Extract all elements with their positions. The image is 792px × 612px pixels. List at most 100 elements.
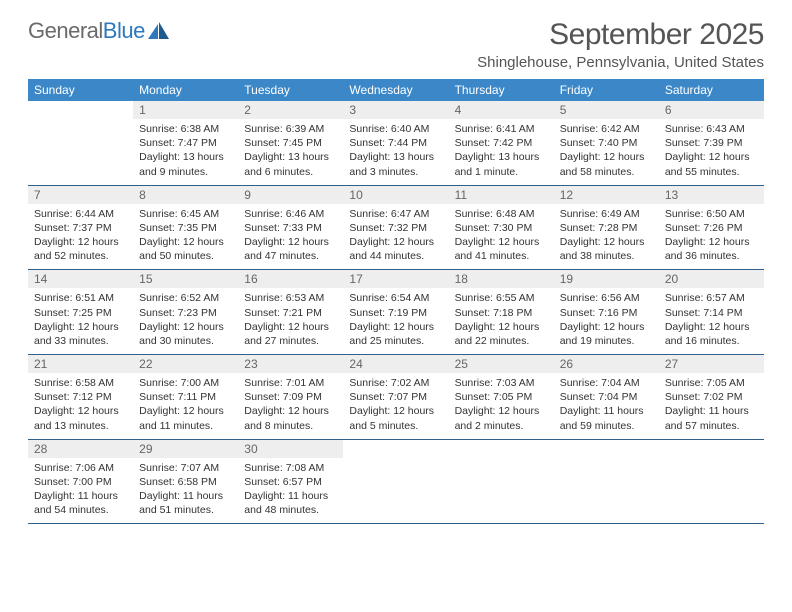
daylight-text: Daylight: 12 hours and 11 minutes. xyxy=(139,404,232,432)
day-number-cell: 7 xyxy=(28,185,133,204)
title-block: September 2025 Shinglehouse, Pennsylvani… xyxy=(477,18,764,71)
day-content-row: Sunrise: 7:06 AMSunset: 7:00 PMDaylight:… xyxy=(28,458,764,524)
day-content-cell: Sunrise: 6:38 AMSunset: 7:47 PMDaylight:… xyxy=(133,119,238,185)
day-content-cell: Sunrise: 7:05 AMSunset: 7:02 PMDaylight:… xyxy=(659,373,764,439)
day-number-cell: 14 xyxy=(28,270,133,289)
day-content-cell: Sunrise: 6:44 AMSunset: 7:37 PMDaylight:… xyxy=(28,204,133,270)
day-content-cell: Sunrise: 7:03 AMSunset: 7:05 PMDaylight:… xyxy=(449,373,554,439)
sunset-text: Sunset: 7:23 PM xyxy=(139,306,232,320)
sunrise-text: Sunrise: 6:57 AM xyxy=(665,291,758,305)
day-content-cell: Sunrise: 6:41 AMSunset: 7:42 PMDaylight:… xyxy=(449,119,554,185)
header: GeneralBlue September 2025 Shinglehouse,… xyxy=(28,18,764,71)
sunrise-text: Sunrise: 6:49 AM xyxy=(560,207,653,221)
day-content-row: Sunrise: 6:58 AMSunset: 7:12 PMDaylight:… xyxy=(28,373,764,439)
daylight-text: Daylight: 12 hours and 55 minutes. xyxy=(665,150,758,178)
sunset-text: Sunset: 7:12 PM xyxy=(34,390,127,404)
daylight-text: Daylight: 11 hours and 57 minutes. xyxy=(665,404,758,432)
day-content-cell: Sunrise: 6:43 AMSunset: 7:39 PMDaylight:… xyxy=(659,119,764,185)
day-content-cell xyxy=(659,458,764,524)
day-number-cell xyxy=(28,101,133,119)
sunset-text: Sunset: 7:47 PM xyxy=(139,136,232,150)
sunset-text: Sunset: 7:39 PM xyxy=(665,136,758,150)
day-number-cell xyxy=(659,439,764,458)
sunrise-text: Sunrise: 7:08 AM xyxy=(244,461,337,475)
day-header: Thursday xyxy=(449,79,554,101)
sunrise-text: Sunrise: 6:52 AM xyxy=(139,291,232,305)
sunset-text: Sunset: 7:26 PM xyxy=(665,221,758,235)
sunrise-text: Sunrise: 6:47 AM xyxy=(349,207,442,221)
day-content-cell: Sunrise: 6:52 AMSunset: 7:23 PMDaylight:… xyxy=(133,288,238,354)
sunset-text: Sunset: 7:25 PM xyxy=(34,306,127,320)
sunrise-text: Sunrise: 6:48 AM xyxy=(455,207,548,221)
day-number-cell: 28 xyxy=(28,439,133,458)
day-content-cell: Sunrise: 6:55 AMSunset: 7:18 PMDaylight:… xyxy=(449,288,554,354)
sunset-text: Sunset: 7:16 PM xyxy=(560,306,653,320)
day-content-row: Sunrise: 6:51 AMSunset: 7:25 PMDaylight:… xyxy=(28,288,764,354)
sunrise-text: Sunrise: 6:53 AM xyxy=(244,291,337,305)
day-content-cell xyxy=(28,119,133,185)
day-number-cell: 18 xyxy=(449,270,554,289)
daylight-text: Daylight: 12 hours and 33 minutes. xyxy=(34,320,127,348)
day-content-cell: Sunrise: 6:58 AMSunset: 7:12 PMDaylight:… xyxy=(28,373,133,439)
sunset-text: Sunset: 6:57 PM xyxy=(244,475,337,489)
day-number-row: 282930 xyxy=(28,439,764,458)
sunrise-text: Sunrise: 7:01 AM xyxy=(244,376,337,390)
sunset-text: Sunset: 6:58 PM xyxy=(139,475,232,489)
day-content-cell: Sunrise: 6:51 AMSunset: 7:25 PMDaylight:… xyxy=(28,288,133,354)
day-number-row: 123456 xyxy=(28,101,764,119)
day-content-cell: Sunrise: 6:53 AMSunset: 7:21 PMDaylight:… xyxy=(238,288,343,354)
daylight-text: Daylight: 13 hours and 1 minute. xyxy=(455,150,548,178)
sunrise-text: Sunrise: 6:45 AM xyxy=(139,207,232,221)
day-header-row: Sunday Monday Tuesday Wednesday Thursday… xyxy=(28,79,764,101)
month-title: September 2025 xyxy=(477,18,764,52)
day-number-cell: 6 xyxy=(659,101,764,119)
day-content-cell xyxy=(554,458,659,524)
daylight-text: Daylight: 12 hours and 47 minutes. xyxy=(244,235,337,263)
logo-text-gray: General xyxy=(28,18,103,44)
sunrise-text: Sunrise: 7:07 AM xyxy=(139,461,232,475)
day-number-cell: 22 xyxy=(133,355,238,374)
daylight-text: Daylight: 12 hours and 2 minutes. xyxy=(455,404,548,432)
sunrise-text: Sunrise: 6:43 AM xyxy=(665,122,758,136)
day-number-cell: 9 xyxy=(238,185,343,204)
daylight-text: Daylight: 12 hours and 5 minutes. xyxy=(349,404,442,432)
day-header: Saturday xyxy=(659,79,764,101)
daylight-text: Daylight: 12 hours and 58 minutes. xyxy=(560,150,653,178)
daylight-text: Daylight: 11 hours and 51 minutes. xyxy=(139,489,232,517)
day-content-cell: Sunrise: 7:04 AMSunset: 7:04 PMDaylight:… xyxy=(554,373,659,439)
sunset-text: Sunset: 7:33 PM xyxy=(244,221,337,235)
daylight-text: Daylight: 13 hours and 6 minutes. xyxy=(244,150,337,178)
sunset-text: Sunset: 7:32 PM xyxy=(349,221,442,235)
day-number-cell: 10 xyxy=(343,185,448,204)
day-content-cell: Sunrise: 7:00 AMSunset: 7:11 PMDaylight:… xyxy=(133,373,238,439)
daylight-text: Daylight: 12 hours and 8 minutes. xyxy=(244,404,337,432)
sunset-text: Sunset: 7:35 PM xyxy=(139,221,232,235)
day-number-cell: 11 xyxy=(449,185,554,204)
day-content-cell: Sunrise: 6:50 AMSunset: 7:26 PMDaylight:… xyxy=(659,204,764,270)
day-number-cell xyxy=(554,439,659,458)
sunrise-text: Sunrise: 6:51 AM xyxy=(34,291,127,305)
day-number-cell: 3 xyxy=(343,101,448,119)
sunrise-text: Sunrise: 6:38 AM xyxy=(139,122,232,136)
daylight-text: Daylight: 12 hours and 44 minutes. xyxy=(349,235,442,263)
day-content-cell xyxy=(449,458,554,524)
sunset-text: Sunset: 7:21 PM xyxy=(244,306,337,320)
day-number-cell: 21 xyxy=(28,355,133,374)
day-content-cell xyxy=(343,458,448,524)
daylight-text: Daylight: 12 hours and 19 minutes. xyxy=(560,320,653,348)
sunset-text: Sunset: 7:14 PM xyxy=(665,306,758,320)
day-number-cell xyxy=(343,439,448,458)
day-number-cell: 4 xyxy=(449,101,554,119)
daylight-text: Daylight: 12 hours and 27 minutes. xyxy=(244,320,337,348)
sunrise-text: Sunrise: 6:44 AM xyxy=(34,207,127,221)
sunrise-text: Sunrise: 7:03 AM xyxy=(455,376,548,390)
daylight-text: Daylight: 11 hours and 59 minutes. xyxy=(560,404,653,432)
sunrise-text: Sunrise: 7:05 AM xyxy=(665,376,758,390)
logo-sail-icon xyxy=(148,22,170,40)
day-content-cell: Sunrise: 6:46 AMSunset: 7:33 PMDaylight:… xyxy=(238,204,343,270)
calendar-table: Sunday Monday Tuesday Wednesday Thursday… xyxy=(28,79,764,524)
daylight-text: Daylight: 12 hours and 41 minutes. xyxy=(455,235,548,263)
sunset-text: Sunset: 7:44 PM xyxy=(349,136,442,150)
sunrise-text: Sunrise: 6:55 AM xyxy=(455,291,548,305)
sunrise-text: Sunrise: 6:46 AM xyxy=(244,207,337,221)
